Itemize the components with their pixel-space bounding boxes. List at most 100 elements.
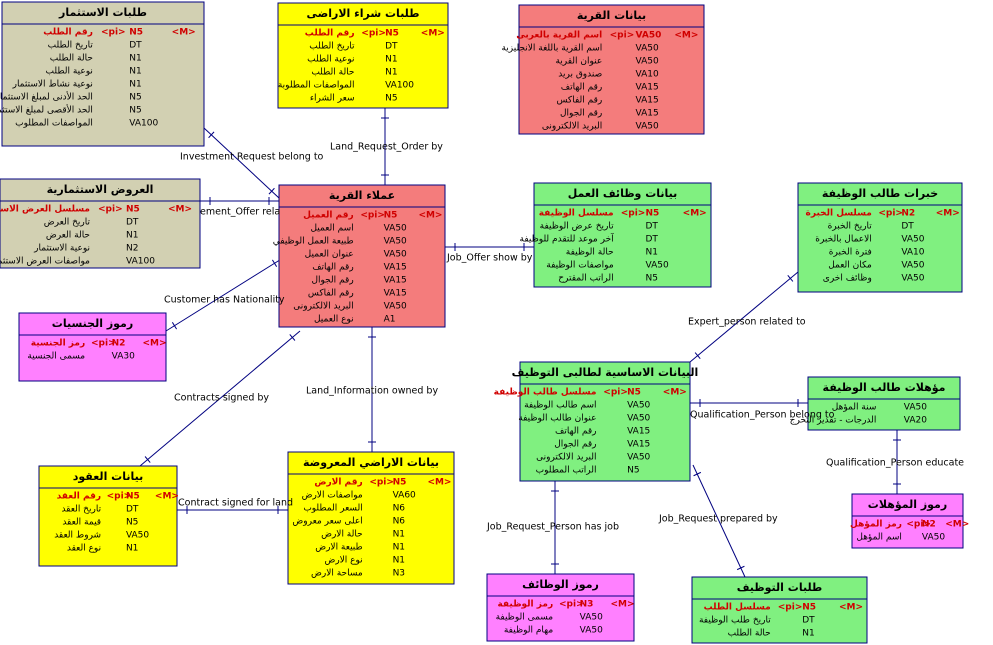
entity: عملاء القرية رقم العميل <pi>N5 <M> اسم العمي…: [273, 184, 446, 328]
attribute-type: VA50: [636, 31, 662, 41]
attribute-type: VA100: [126, 257, 155, 267]
attribute-type: VA10: [901, 248, 924, 258]
attribute-type: VA50: [384, 237, 407, 247]
attribute-name: اسم العميل: [310, 224, 353, 234]
attribute-type: N5: [385, 94, 397, 104]
attribute-name: رقم الارض: [314, 478, 362, 488]
attribute-name: مسلسل الوظيفة: [539, 209, 614, 219]
entity-box: [518, 4, 705, 135]
attribute-name: مواصفات العرض الاستثمارى: [0, 257, 90, 267]
attribute-name: اسم القرية باللغة الانجليزية: [501, 44, 602, 54]
cardinality-bar: [736, 565, 745, 571]
cardinality-bar: [787, 275, 794, 282]
attribute-name: اسم المؤهل: [856, 533, 902, 543]
entity: العروض الاستثمارية مسلسل العرض الاستثمارى…: [0, 178, 201, 269]
attribute-name: البريد الالكترونى: [542, 122, 602, 132]
key-marker: <pi>: [778, 603, 803, 613]
attribute-type: N5: [126, 492, 140, 502]
entity: خبرات طالب الوظيفة مسلسل الخبرة <pi>N2 <M> ت…: [797, 182, 963, 293]
attribute-name: اسم طالب الوظيفة: [524, 401, 596, 411]
entity-box: [851, 493, 964, 549]
attribute-type: N2: [112, 339, 126, 349]
attribute-type: N2: [126, 244, 138, 254]
cardinality-bar: [693, 471, 702, 477]
relationship-label: Land_Information owned by: [306, 386, 438, 397]
mandatory-marker: <M>: [610, 600, 634, 610]
attribute-type: N1: [129, 80, 141, 90]
mandatory-marker: <M>: [421, 29, 445, 39]
mandatory-marker: <M>: [683, 209, 707, 219]
key-marker: <pi>: [559, 600, 584, 610]
attribute-type: DT: [129, 41, 142, 51]
mandatory-marker: <M>: [142, 339, 166, 349]
attribute-name: طبيعة الارض: [315, 543, 362, 553]
mandatory-marker: <M>: [674, 31, 698, 41]
attribute-type: VA15: [636, 83, 659, 93]
attribute-name: نوعية الطلب: [307, 55, 354, 65]
attribute-name: تاريخ الطلب: [309, 42, 355, 52]
attribute-type: N5: [646, 209, 660, 219]
entity-title: البيانات الاساسية لطالبى التوظيف: [512, 366, 699, 379]
attribute-name: رقم الفاكس: [556, 96, 602, 106]
attribute-type: VA50: [627, 414, 650, 424]
attribute-name: الدرجات - تقدير التخرج: [790, 416, 877, 426]
key-marker: <pi>: [360, 211, 385, 221]
attribute-name: حالة العرض: [46, 231, 90, 241]
attribute-name: رقم الجوال: [560, 109, 602, 119]
attribute-type: N5: [384, 211, 398, 221]
attribute-name: الحد الأقصى لمبلغ الاستثمار: [0, 104, 93, 116]
entity-title: العروض الاستثمارية: [47, 183, 154, 196]
attribute-name: اسم القرية بالعربى: [516, 31, 602, 41]
attribute-name: حالة الطلب: [728, 629, 771, 639]
entity-title: خبرات طالب الوظيفة: [822, 187, 938, 200]
entity: طلبات التوظيف مسلسل الطلب <pi> N5 <M> تاريخ ط…: [691, 576, 868, 644]
attribute-name: مسمى الجنسية: [27, 352, 85, 362]
entity-title: عملاء القرية: [329, 189, 395, 202]
attribute-name: البريد الالكترونى: [293, 302, 353, 312]
attribute-name: رقم الطلب: [43, 28, 93, 38]
relationship-line: [203, 127, 280, 199]
attribute-name: فترة الخبرة: [829, 248, 872, 258]
attribute-type: N5: [126, 518, 138, 528]
attribute-name: رمز المؤهل: [850, 520, 902, 530]
entity-title: رموز الوظائف: [522, 578, 599, 591]
attribute-name: حالة الطلب: [311, 68, 354, 78]
entity-box: [797, 182, 963, 293]
attribute-type: N1: [802, 629, 814, 639]
attribute-name: تاريخ العرض: [44, 218, 91, 228]
attribute-type: VA15: [384, 276, 407, 286]
attribute-type: VA20: [904, 416, 927, 426]
attribute-type: N1: [393, 543, 405, 553]
attribute-type: VA50: [636, 57, 659, 67]
attribute-type: N1: [129, 67, 141, 77]
attribute-type: VA50: [636, 44, 659, 54]
attribute-name: تاريخ العقد: [61, 505, 101, 515]
relationship-label: Land_Request_Order by: [330, 142, 443, 153]
relationship-label: Customer has Nationality: [164, 295, 285, 306]
attribute-type: VA50: [627, 401, 650, 411]
attribute-type: N5: [126, 205, 140, 215]
entity: مؤهلات طالب الوظيفة سنة المؤهل VA50 الدرجات…: [790, 376, 961, 431]
attribute-name: مسلسل الخبرة: [806, 209, 872, 219]
entity-box: [0, 178, 201, 269]
key-marker: <pi>: [101, 28, 126, 38]
relationship-lines: [139, 108, 901, 578]
attribute-name: الراتب المطلوب: [536, 466, 597, 476]
attribute-type: DT: [901, 222, 914, 232]
attribute-name: مسلسل الطلب: [704, 603, 771, 613]
key-marker: <pi>: [603, 388, 628, 398]
attribute-name: تاريخ عرض الوظيفة: [540, 222, 614, 232]
attribute-name: حالة الوظيفة: [566, 248, 614, 258]
key-marker: <pi>: [621, 209, 646, 219]
key-marker: <pi>: [610, 31, 635, 41]
attribute-type: VA50: [384, 250, 407, 260]
attribute-type: N1: [126, 544, 138, 554]
relationship-label: Qualification_Person belong to: [690, 410, 835, 421]
attribute-name: رقم الهاتف: [555, 427, 596, 437]
key-marker: <pi>: [369, 478, 394, 488]
relationship-label: Job_Request_Person has job: [486, 522, 619, 533]
entity-box: [519, 361, 691, 482]
attribute-type: N5: [646, 274, 658, 284]
